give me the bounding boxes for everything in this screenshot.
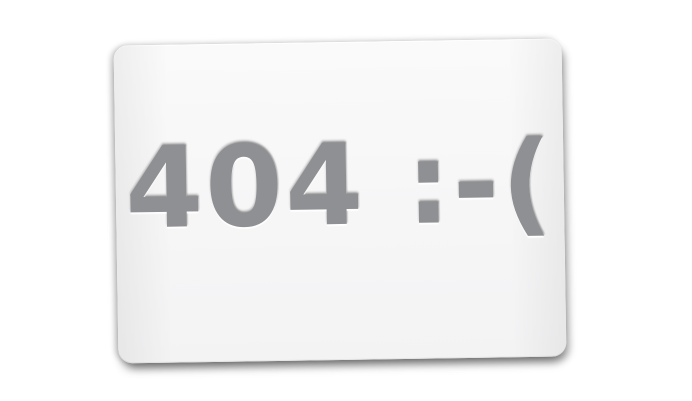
error-card: 404 :-(	[113, 38, 567, 364]
error-message: 404 :-(	[124, 117, 556, 255]
